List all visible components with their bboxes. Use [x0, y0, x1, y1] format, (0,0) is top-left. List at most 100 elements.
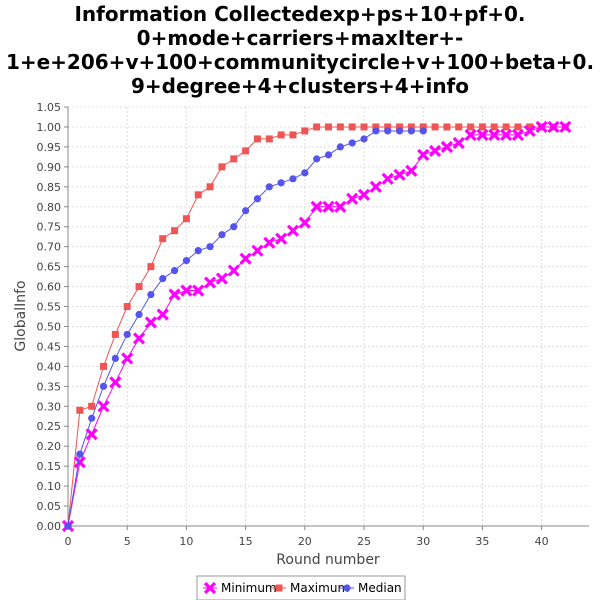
- data-point-maximum: [289, 131, 297, 139]
- data-point-minimum: [144, 316, 157, 329]
- data-point-median: [218, 231, 226, 239]
- data-point-maximum: [467, 123, 475, 131]
- data-point-maximum: [396, 123, 404, 131]
- legend-item-maximum: Maximum: [272, 581, 349, 595]
- data-point-maximum: [123, 303, 131, 311]
- data-point-median: [64, 522, 72, 530]
- data-point-maximum: [76, 406, 84, 414]
- data-point-median: [348, 139, 356, 147]
- data-point-median: [194, 247, 202, 255]
- data-point-minimum: [476, 128, 489, 141]
- data-point-maximum: [242, 147, 250, 155]
- data-point-maximum: [230, 155, 238, 163]
- data-point-maximum: [313, 123, 321, 131]
- data-point-minimum: [511, 128, 525, 141]
- data-point-maximum: [206, 183, 214, 191]
- y-tick-label: 0.30: [37, 400, 62, 413]
- data-point-maximum: [443, 123, 451, 131]
- series-layer: [61, 120, 572, 533]
- data-point-minimum: [369, 180, 382, 193]
- data-point-minimum: [132, 332, 146, 345]
- data-point-median: [313, 155, 321, 163]
- chart-title-line-1: Information Collectedexp+ps+10+pf+0.: [74, 2, 526, 26]
- data-point-median: [182, 257, 191, 265]
- data-point-maximum: [514, 123, 522, 131]
- data-point-median: [419, 127, 427, 135]
- y-tick-label: 0.40: [37, 360, 62, 373]
- y-axis-label: GlobalInfo: [13, 280, 29, 351]
- data-point-maximum: [159, 235, 167, 243]
- x-tick-label: 30: [416, 535, 430, 548]
- legend-label-minimum: Minimum: [221, 581, 277, 595]
- y-tick-label: 0.55: [37, 301, 62, 314]
- data-point-minimum: [192, 284, 205, 297]
- data-point-minimum: [156, 308, 169, 321]
- data-point-minimum: [500, 128, 513, 141]
- y-tick-label: 1.05: [37, 101, 62, 114]
- data-point-maximum: [100, 362, 108, 370]
- legend-marker-minimum: [203, 581, 217, 595]
- data-point-maximum: [277, 131, 285, 139]
- y-tick-label: 0.95: [37, 141, 62, 154]
- legend-box: [196, 575, 406, 600]
- data-point-minimum: [227, 264, 240, 277]
- y-tick-label: 0.75: [37, 221, 62, 234]
- chart-title-line-2: 0+mode+carriers+maxIter+-: [136, 26, 464, 50]
- data-point-minimum: [73, 456, 86, 469]
- data-point-minimum: [109, 376, 122, 389]
- data-point-median: [111, 354, 119, 362]
- data-point-maximum: [348, 123, 356, 131]
- data-point-minimum: [204, 276, 217, 289]
- x-tick-label: 20: [298, 535, 312, 548]
- data-point-maximum: [135, 283, 143, 291]
- data-point-minimum: [559, 120, 572, 134]
- data-point-minimum: [97, 400, 110, 413]
- data-point-minimum: [168, 288, 181, 301]
- data-point-maximum: [147, 263, 155, 271]
- data-point-median: [265, 183, 273, 191]
- y-tick-label: 0.70: [37, 241, 62, 254]
- data-point-maximum: [253, 135, 261, 143]
- data-point-maximum: [478, 123, 486, 131]
- data-point-minimum: [275, 232, 288, 245]
- y-tick-label: 0.45: [37, 340, 62, 353]
- data-point-median: [135, 310, 143, 319]
- data-point-maximum: [218, 163, 226, 171]
- data-point-median: [76, 450, 84, 458]
- axes: 0 5 10 15 20 25 30 35 40 0.00 0.05 0.10 0.15 0.20 0.25…: [37, 101, 589, 548]
- data-point-minimum: [346, 192, 359, 205]
- data-point-maximum: [301, 127, 309, 135]
- y-tick-label: 0.60: [37, 281, 62, 294]
- y-tick-label: 0.65: [37, 261, 62, 274]
- data-point-maximum: [431, 123, 439, 131]
- data-point-median: [289, 175, 297, 183]
- y-tick-label: 0.90: [37, 161, 62, 174]
- data-point-minimum: [523, 124, 536, 138]
- x-tick-label: 0: [65, 535, 72, 548]
- legend-label-maximum: Maximum: [290, 581, 349, 595]
- data-point-median: [277, 179, 285, 187]
- data-point-maximum: [419, 123, 427, 131]
- data-point-minimum: [322, 200, 335, 213]
- data-point-minimum: [393, 168, 406, 181]
- y-tick-label: 0.05: [37, 500, 62, 513]
- data-point-minimum: [417, 148, 430, 161]
- data-point-minimum: [535, 120, 548, 134]
- data-point-minimum: [215, 272, 228, 285]
- data-point-maximum: [171, 227, 179, 235]
- data-point-median: [123, 330, 131, 339]
- data-point-maximum: [372, 123, 380, 131]
- y-tick-label: 0.10: [37, 480, 62, 493]
- data-point-maximum: [407, 123, 415, 131]
- data-point-maximum: [490, 123, 498, 131]
- data-point-maximum: [360, 123, 368, 131]
- y-tick-label: 1.00: [37, 121, 62, 134]
- y-tick-label: 0.80: [37, 201, 62, 214]
- data-point-median: [88, 414, 96, 422]
- legend-marker-median: [343, 584, 351, 592]
- data-point-maximum: [325, 123, 332, 131]
- series-minimum: [61, 120, 572, 533]
- x-tick-label: 35: [475, 535, 489, 548]
- data-point-minimum: [180, 284, 193, 297]
